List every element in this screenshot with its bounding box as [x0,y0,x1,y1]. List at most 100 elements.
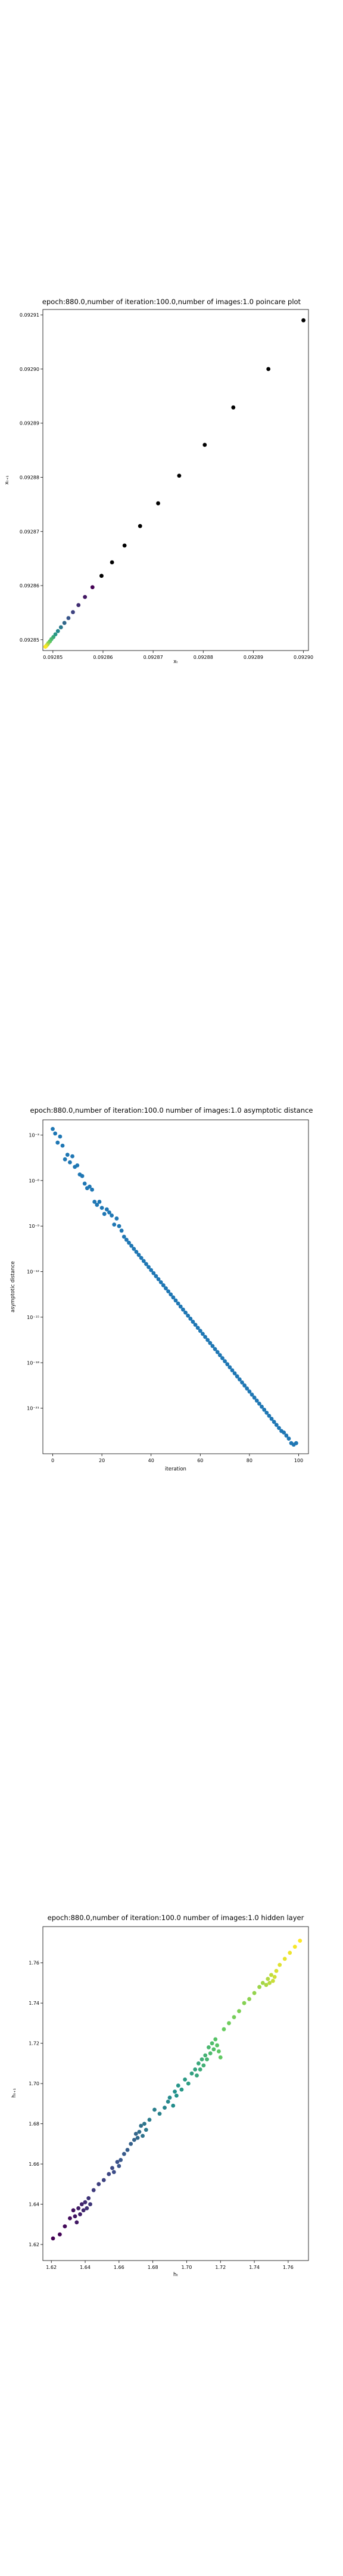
data-point [114,1216,119,1221]
data-point [51,2236,55,2241]
data-point [142,2122,146,2126]
x-tick-label: 40 [148,1458,154,1463]
data-point [203,1335,207,1339]
data-point [110,560,114,565]
data-point [272,1420,276,1424]
data-point [242,2001,247,2005]
data-point [211,2047,216,2052]
data-point [66,616,71,620]
data-point [144,1262,148,1267]
data-point [205,2057,209,2062]
data-point [99,574,104,578]
data-point [133,2132,138,2136]
data-point [232,2015,236,2020]
data-point [260,1981,265,1985]
data-point [112,1222,117,1227]
data-point [210,1343,215,1348]
data-point [132,1246,136,1251]
data-point [95,1203,99,1207]
data-point [135,2135,140,2140]
data-points [51,1939,303,2241]
data-point [71,2208,76,2213]
data-point [110,2166,114,2171]
data-point [125,2148,130,2152]
data-point [65,1153,70,1157]
y-tick-label: 10⁻¹² [27,1270,39,1275]
chart-title: epoch:880.0,number of iteration:100.0 nu… [48,1914,304,1922]
data-point [134,1250,139,1254]
y-tick-label: 1.68 [29,2122,39,2127]
y-tick-label: 1.66 [29,2162,39,2167]
data-point [254,1398,259,1403]
data-point [213,2037,218,2042]
data-point [183,1310,188,1315]
data-point [201,1332,205,1336]
data-point [210,2041,214,2046]
data-point [222,2027,226,2032]
data-point [250,1392,254,1397]
data-point [115,2160,120,2165]
poincare-plot: epoch:880.0,number of iteration:100.0,nu… [4,298,313,665]
x-tick-label: 60 [197,1458,203,1463]
data-point [269,1417,274,1421]
data-point [215,1350,220,1354]
data-point [79,2202,84,2206]
data-point [191,1320,195,1324]
data-point [213,1346,217,1351]
data-point [264,1410,269,1415]
data-point [266,367,271,371]
x-axis-label: hₜ [173,2272,178,2278]
data-point [127,1240,131,1245]
data-point [96,2182,101,2187]
data-point [232,1371,237,1376]
data-point [166,2100,170,2104]
y-tick-label: 0.09285 [20,637,39,643]
data-point [119,2157,123,2162]
data-point [63,1157,67,1162]
data-point [83,2200,88,2205]
data-point [70,1154,74,1159]
y-tick-label: 0.09289 [20,421,39,426]
x-tick-label: 0 [51,1458,54,1463]
data-point [76,2206,81,2210]
data-point [139,2123,144,2128]
data-point [230,1368,235,1373]
data-point [274,1423,279,1428]
x-tick-label: 0.09289 [244,655,263,660]
x-tick-label: 1.66 [114,2265,124,2270]
y-tick-label: 10⁻³ [29,1132,39,1138]
y-tick-label: 0.09288 [20,475,39,480]
data-point [174,2093,179,2098]
data-point [195,1326,200,1330]
data-point [267,1413,272,1418]
data-point [110,1213,114,1218]
x-tick-label: 1.76 [283,2265,294,2270]
x-tick-label: 0.09288 [194,655,213,660]
data-point [180,1307,185,1312]
asymptotic-distance-plot: epoch:880.0,number of iteration:100.0 nu… [10,1106,313,1472]
data-point [227,2021,231,2026]
x-tick-label: 20 [99,1458,105,1463]
data-point [51,1126,55,1131]
data-point [119,1228,124,1233]
data-point [141,1259,146,1264]
data-point [269,1973,273,1977]
x-tick-label: 100 [294,1458,303,1463]
y-tick-label: 10⁻¹⁸ [27,1360,39,1366]
data-point [90,585,95,590]
data-point [231,405,236,410]
data-point [176,2083,180,2088]
data-point [149,1268,154,1272]
data-point [270,1979,275,1983]
data-point [141,2134,145,2138]
data-point [139,1256,144,1261]
data-point [82,1181,87,1186]
x-tick-label: 0.09286 [93,655,113,660]
data-point [55,1140,60,1145]
data-point [171,2103,176,2108]
data-point [83,595,88,599]
data-point [193,1323,198,1327]
data-points [51,1126,298,1447]
data-point [137,2129,142,2134]
